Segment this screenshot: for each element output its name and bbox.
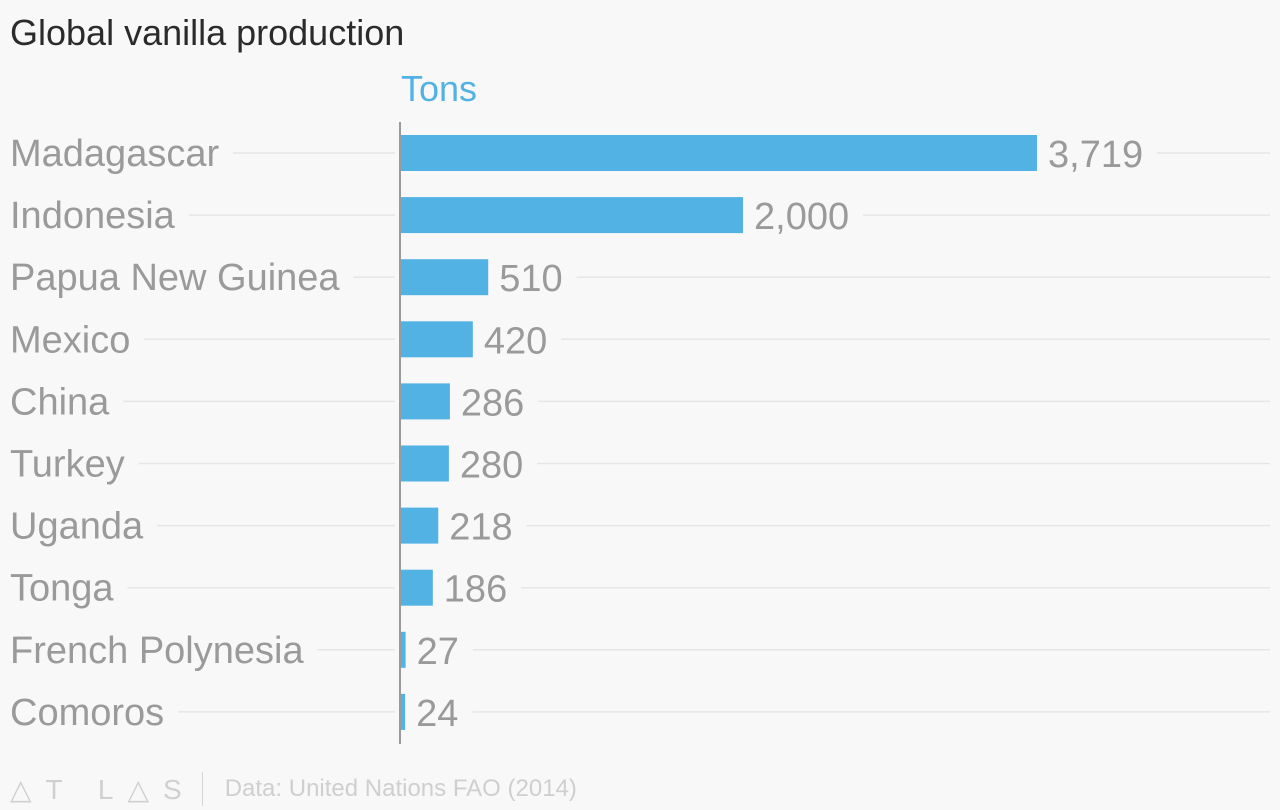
data-label: 510: [499, 258, 562, 300]
bar: [401, 135, 1037, 171]
category-label: Papua New Guinea: [10, 257, 340, 299]
data-label: 186: [444, 569, 507, 611]
bar: [401, 507, 439, 544]
data-label: 24: [416, 693, 458, 735]
data-label: 420: [484, 320, 547, 362]
category-label: Madagascar: [10, 133, 219, 175]
bar: [401, 259, 489, 296]
chart-title: Global vanilla production: [10, 12, 405, 53]
footer: △T L△S Data: United Nations FAO (2014): [10, 772, 577, 806]
data-label: 2,000: [754, 196, 849, 238]
unit-label: Tons: [401, 68, 478, 109]
category-label: Uganda: [10, 506, 144, 548]
bar: [401, 445, 449, 482]
bar: [401, 631, 406, 668]
data-label: 280: [460, 445, 523, 487]
bar: [401, 569, 433, 606]
data-label: 218: [449, 507, 512, 549]
category-label: Mexico: [10, 319, 130, 361]
category-label: Tonga: [10, 568, 114, 610]
category-label: Turkey: [10, 444, 125, 486]
data-label: 27: [417, 631, 459, 673]
data-label: 3,719: [1048, 134, 1143, 176]
category-label: Comoros: [10, 692, 164, 734]
bar: [401, 321, 473, 358]
category-label: French Polynesia: [10, 630, 304, 672]
bar: [401, 383, 450, 420]
category-label: Indonesia: [10, 195, 176, 237]
data-label: 286: [461, 382, 524, 424]
atlas-logo: △T L△S: [10, 773, 196, 805]
footer-divider: [201, 772, 203, 806]
bar: [401, 693, 406, 730]
source-note: Data: United Nations FAO (2014): [224, 775, 577, 802]
bar: [401, 197, 744, 234]
category-label: China: [10, 381, 110, 423]
